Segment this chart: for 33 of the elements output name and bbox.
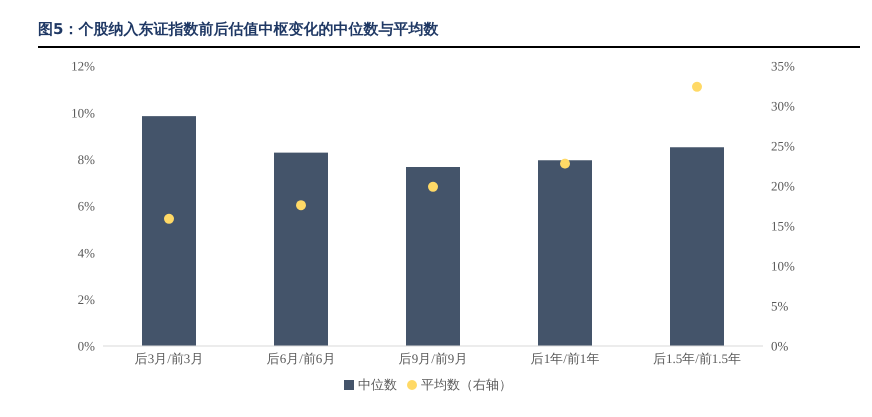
y-tick-label: 12% [71, 58, 96, 74]
bar [142, 116, 196, 346]
y2-tick-label: 20% [771, 178, 795, 194]
x-tick-label: 后9月/前9月 [398, 351, 468, 366]
x-tick-label: 后1年/前1年 [530, 351, 600, 366]
point [692, 82, 702, 92]
y-tick-label: 6% [78, 198, 96, 214]
point [164, 214, 174, 224]
y2-tick-label: 5% [771, 298, 788, 314]
point [296, 200, 306, 210]
bar [670, 147, 724, 346]
bar [406, 167, 460, 346]
bar [538, 160, 592, 346]
point [560, 158, 570, 169]
chart-title: 图5：个股纳入东证指数前后估值中枢变化的中位数与平均数 [38, 20, 438, 39]
y-tick-label: 2% [78, 292, 96, 307]
y2-tick-label: 25% [771, 138, 795, 154]
legend-label: 中位数 [358, 378, 397, 393]
y2-tick-label: 10% [771, 258, 795, 274]
y2-tick-label: 0% [771, 338, 788, 354]
x-tick-label: 后3月/前3月 [134, 351, 204, 366]
y-tick-label: 8% [78, 152, 96, 167]
legend-label: 平均数（右轴） [421, 378, 512, 393]
y-tick-label: 0% [78, 338, 96, 354]
y2-tick-label: 30% [771, 98, 795, 114]
y2-tick-label: 15% [771, 218, 795, 234]
point [428, 182, 438, 192]
y-tick-label: 10% [71, 105, 96, 120]
x-tick-label: 后1.5年/前1.5年 [652, 351, 742, 366]
bar [274, 152, 328, 346]
y2-tick-label: 35% [771, 58, 795, 74]
y-tick-label: 4% [78, 245, 96, 260]
x-tick-label: 后6月/前6月 [266, 351, 336, 366]
